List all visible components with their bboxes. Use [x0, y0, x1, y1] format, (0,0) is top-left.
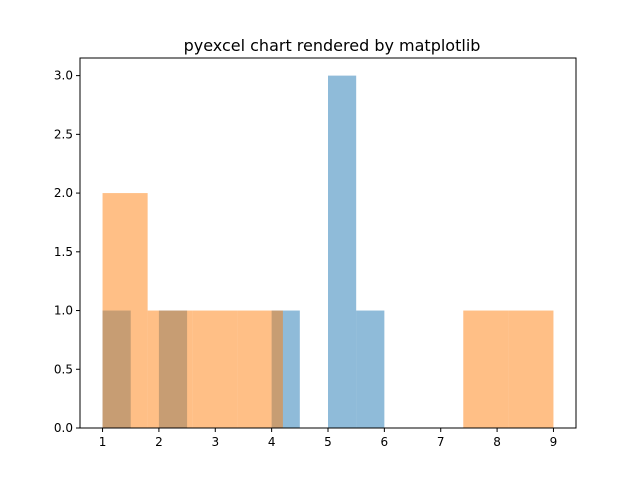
x-tick-label: 2 — [155, 435, 163, 449]
chart-title: pyexcel chart rendered by matplotlib — [184, 36, 481, 55]
x-tick-label: 5 — [324, 435, 332, 449]
histogram-bar-series-2-bin-2 — [147, 310, 193, 428]
x-tick-label: 9 — [550, 435, 558, 449]
histogram-bars — [102, 75, 554, 428]
x-tick-label: 8 — [493, 435, 501, 449]
y-tick-label: 1.5 — [54, 245, 73, 259]
y-axis-ticks: 0.0 0.5 1.0 1.5 2.0 2.5 3.0 — [54, 69, 80, 435]
x-tick-label: 7 — [437, 435, 445, 449]
histogram-bar-series-2-bin-10 — [508, 310, 554, 428]
histogram-bar-series-1-bin-10 — [356, 310, 385, 428]
histogram-bar-series-2-bin-9 — [463, 310, 509, 428]
x-tick-label: 4 — [268, 435, 276, 449]
y-tick-label: 0.5 — [54, 362, 73, 376]
x-axis-ticks: 1 2 3 4 5 6 7 8 9 — [99, 428, 558, 449]
x-tick-label: 3 — [211, 435, 219, 449]
histogram-bar-series-2-bin-3 — [192, 310, 238, 428]
y-tick-label: 2.0 — [54, 186, 73, 200]
histogram-bar-series-1-bin-9 — [328, 75, 357, 428]
y-tick-label: 0.0 — [54, 421, 73, 435]
x-tick-label: 6 — [381, 435, 389, 449]
histogram-bar-series-2-bin-4 — [237, 310, 283, 428]
histogram-bar-series-2-bin-1 — [102, 193, 148, 428]
y-tick-label: 2.5 — [54, 127, 73, 141]
x-tick-label: 1 — [99, 435, 107, 449]
y-tick-label: 1.0 — [54, 304, 73, 318]
y-tick-label: 3.0 — [54, 69, 73, 83]
